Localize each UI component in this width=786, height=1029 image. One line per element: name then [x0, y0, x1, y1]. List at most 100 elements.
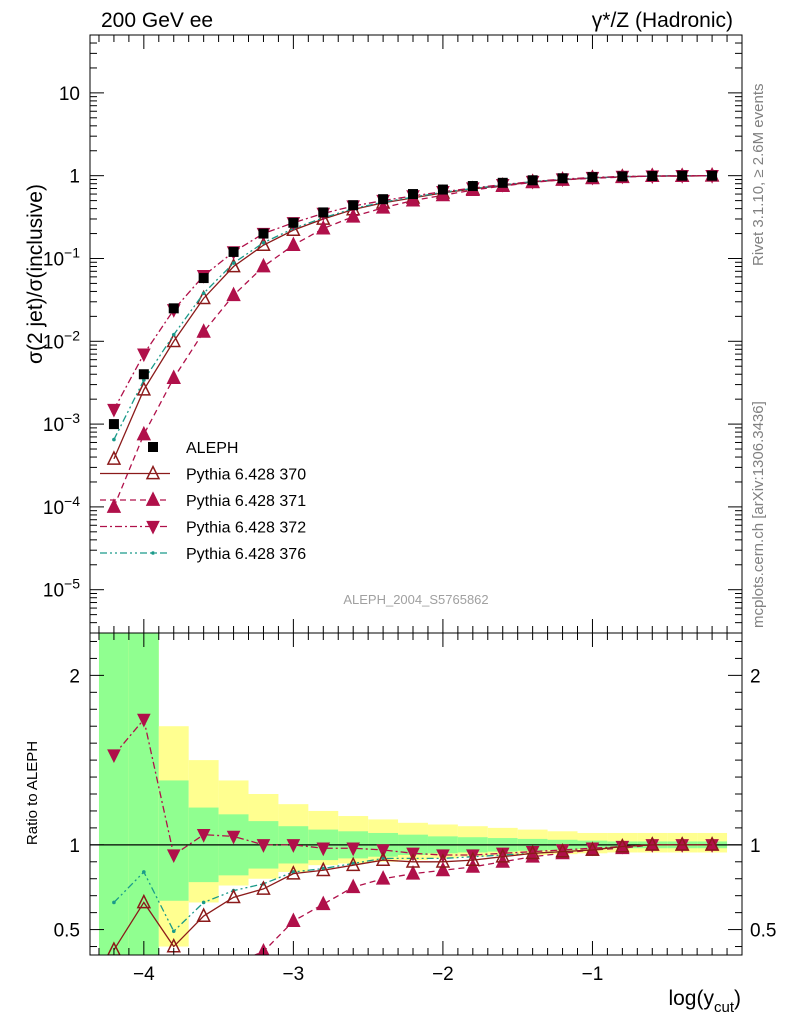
main-data-point [557, 173, 568, 184]
x-axis-label: log(ycut) [668, 987, 741, 1016]
main-p371-point [196, 323, 211, 338]
x-tick-label: −3 [283, 964, 305, 985]
ratio-p370-point [286, 865, 301, 880]
main-p371-point [316, 219, 331, 235]
main-data-point [617, 171, 628, 182]
legend: ALEPH Pythia 6.428 370 Pythia 6.428 371 Pyt… [100, 440, 306, 563]
ratio-p370-point [525, 844, 540, 860]
legend-entry: Pythia 6.428 376 [186, 546, 306, 563]
main-data-point [138, 369, 149, 380]
ratio-p372-point [226, 830, 241, 845]
main-p370-line [113, 175, 713, 460]
main-y-tick-label: 10−1 [43, 244, 80, 270]
rivet-label: Rivet 3.1.10, ≥ 2.6M events [750, 84, 767, 267]
main-data-point [497, 177, 508, 188]
ratio-p372-point [137, 713, 151, 728]
ratio-y-tick-label-right: 1 [750, 836, 761, 857]
ratio-p370-point [375, 851, 391, 867]
main-p372-point [137, 348, 151, 363]
main-panel [106, 167, 720, 513]
ratio-ylabel: Ratio to ALEPH [24, 741, 41, 845]
ratio-p372-point [196, 828, 211, 843]
main-p372-point [107, 403, 121, 418]
main-y-tick-label: 10−4 [43, 493, 80, 519]
legend-marker [145, 491, 161, 506]
legend-marker [146, 520, 160, 535]
stat-uncertainty-band [158, 780, 189, 901]
ratio-p370-point [585, 841, 600, 856]
ratio-p372-point [346, 842, 360, 857]
main-p376-point [201, 291, 206, 296]
main-p371-point [345, 208, 361, 223]
main-data-point [198, 273, 209, 284]
main-ylabel: σ(2 jet)/σ(inclusive) [24, 184, 47, 364]
main-p371-line [113, 175, 713, 508]
main-p376-point [231, 261, 236, 265]
ratio-y-tick-label-right: 0.5 [750, 921, 776, 942]
ratio-p376-point [291, 870, 296, 874]
main-y-tick-label: 1 [69, 167, 80, 188]
legend-marker [145, 464, 161, 480]
main-data-point [467, 181, 478, 192]
ratio-p370-point [704, 836, 720, 851]
ratio-p370-point [405, 853, 421, 868]
ratio-p371-point [435, 861, 451, 877]
stat-uncertainty-band [128, 633, 159, 955]
ratio-p371-point [375, 870, 391, 885]
legend-entry: ALEPH [186, 440, 238, 457]
ratio-p376-point [112, 900, 116, 905]
main-p371-point [106, 498, 122, 513]
main-data-point [647, 171, 658, 182]
ratio-y-tick-label: 0.5 [54, 921, 80, 942]
ratio-p370-point [256, 880, 271, 895]
ratio-p371-point [316, 895, 331, 911]
main-p376-point [171, 332, 176, 337]
main-data-point [378, 194, 389, 205]
ratio-p370-point [136, 893, 152, 909]
ratio-p370-point [615, 837, 630, 853]
ratio-p370-point [674, 836, 690, 851]
main-p371-point [286, 236, 301, 252]
main-data-point [108, 419, 119, 430]
ratio-p370-point [465, 851, 481, 867]
legend-marker [151, 551, 155, 555]
ratio-p370-point [645, 836, 660, 851]
ratio-p372-point [107, 749, 121, 764]
main-data-point [408, 189, 419, 200]
main-p376-line [113, 175, 713, 440]
axes: −4 −3 −2 −1 10−5 10−4 10−3 10−2 10−1 1 10 0.5 0.5 1 1 2… [43, 34, 776, 985]
main-p376-point [261, 240, 266, 245]
main-y-tick-label: 10−2 [43, 327, 80, 353]
ratio-p370-point [196, 907, 211, 922]
ratio-p371-point [286, 912, 301, 928]
main-data-point [437, 184, 448, 195]
main-data-point [707, 170, 718, 181]
ratio-p372-point [286, 839, 301, 853]
ratio-uncertainty-bands [98, 633, 728, 955]
main-p372-line [113, 175, 713, 410]
main-p370-point [136, 381, 152, 396]
main-p371-point [136, 425, 152, 441]
main-data-point [527, 175, 538, 186]
main-p371-point [375, 199, 391, 214]
legend-entry: Pythia 6.428 372 [186, 520, 306, 537]
ratio-y-tick-label: 2 [69, 666, 80, 687]
main-y-tick-label: 10−5 [43, 576, 80, 602]
ratio-p376-point [142, 870, 146, 874]
ratio-p372-point [166, 849, 181, 864]
ratio-panel [90, 713, 742, 955]
main-data-point [258, 228, 269, 239]
ratio-p371-point [405, 865, 421, 880]
ratio-p370-point [107, 941, 121, 955]
ratio-p370-point [435, 853, 451, 868]
main-p370-point [256, 236, 271, 252]
x-tick-label: −1 [582, 964, 604, 985]
ratio-p370-point [316, 861, 331, 877]
main-frame [89, 34, 743, 634]
analysis-id: ALEPH_2004_S5765862 [343, 592, 488, 607]
ratio-p370-point [495, 848, 510, 863]
ratio-p372-point [466, 849, 480, 864]
main-p371-point [226, 286, 241, 302]
